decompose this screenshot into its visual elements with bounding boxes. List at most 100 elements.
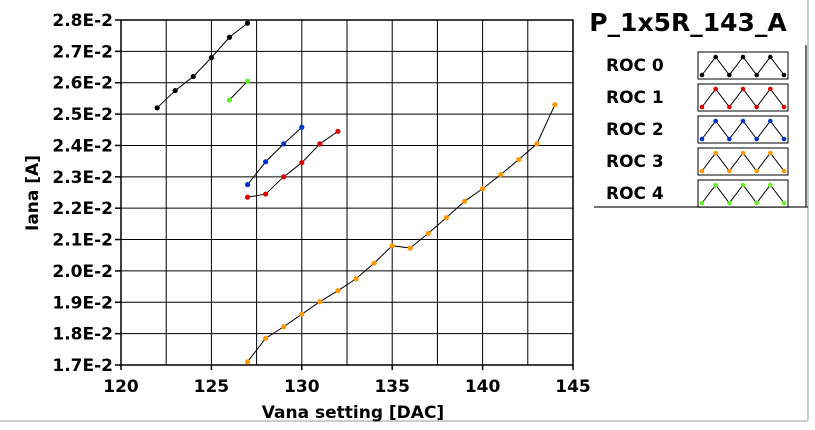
data-point bbox=[552, 102, 558, 108]
data-point bbox=[244, 20, 251, 26]
legend-swatch-marker bbox=[713, 182, 718, 188]
legend-swatch-marker bbox=[699, 200, 705, 206]
legend-swatch-marker bbox=[781, 200, 787, 206]
legend-swatch-marker bbox=[713, 54, 718, 60]
chart-title: P_1x5R_143_A bbox=[589, 8, 787, 37]
grid bbox=[120, 19, 574, 366]
x-tick-label: 120 bbox=[103, 377, 139, 397]
data-point bbox=[371, 260, 377, 266]
legend-swatch-marker bbox=[781, 136, 787, 142]
legend-swatch-marker bbox=[727, 104, 732, 110]
series-3 bbox=[244, 102, 558, 365]
legend-swatch-marker bbox=[727, 200, 732, 206]
series-4 bbox=[226, 78, 251, 103]
y-tick-label: 2.8E-2 bbox=[52, 11, 113, 31]
data-point bbox=[443, 214, 450, 221]
data-point bbox=[281, 324, 287, 330]
legend-label: ROC 2 bbox=[606, 120, 664, 140]
x-tick-label: 130 bbox=[284, 377, 320, 397]
legend-swatch-marker bbox=[699, 104, 705, 110]
data-point bbox=[244, 182, 251, 188]
data-point bbox=[299, 311, 305, 317]
x-tick-label: 140 bbox=[465, 377, 501, 397]
legend-swatch-marker bbox=[713, 150, 718, 156]
data-point bbox=[263, 191, 269, 197]
data-point bbox=[498, 172, 504, 178]
data-point bbox=[208, 55, 214, 61]
legend-swatch-marker bbox=[699, 72, 705, 78]
legend-swatch-marker bbox=[727, 168, 732, 174]
data-point bbox=[244, 194, 251, 200]
x-axis-label: Vana setting [DAC] bbox=[262, 403, 444, 423]
series-line bbox=[247, 126, 303, 185]
legend-swatch-marker bbox=[768, 150, 773, 156]
y-tick-label: 1.8E-2 bbox=[52, 325, 113, 345]
legend-swatch-marker bbox=[727, 72, 732, 78]
data-point bbox=[407, 245, 413, 251]
data-point bbox=[281, 141, 287, 147]
legend-swatch-marker bbox=[768, 182, 773, 188]
series-1 bbox=[244, 128, 341, 200]
series-2 bbox=[244, 124, 305, 188]
legend-swatch-marker bbox=[713, 86, 718, 92]
data-point bbox=[190, 73, 196, 80]
y-tick-label: 1.7E-2 bbox=[52, 356, 113, 376]
legend-label: ROC 1 bbox=[606, 88, 664, 108]
data-point bbox=[244, 78, 251, 84]
legend: ROC 0 ROC 1 ROC 2 ROC 3 ROC 4 bbox=[594, 45, 808, 208]
series-line bbox=[156, 22, 248, 109]
legend-swatch-marker bbox=[699, 168, 705, 174]
y-tick-label: 2.7E-2 bbox=[52, 42, 113, 62]
legend-swatch-marker bbox=[781, 72, 787, 78]
series-line bbox=[247, 130, 339, 198]
legend-swatch-marker bbox=[740, 118, 746, 124]
legend-swatch-marker bbox=[754, 72, 759, 78]
legend-swatch-marker bbox=[740, 54, 746, 60]
data-point bbox=[335, 128, 341, 134]
data-point bbox=[226, 97, 233, 103]
data-point bbox=[244, 359, 251, 365]
x-tick-label: 135 bbox=[374, 377, 410, 397]
plot-frame bbox=[120, 19, 574, 366]
legend-swatch-marker bbox=[754, 200, 759, 206]
legend-swatch-marker bbox=[768, 54, 773, 60]
y-tick-label: 2.6E-2 bbox=[52, 74, 113, 94]
x-tick-label: 125 bbox=[194, 377, 230, 397]
legend-swatch-marker bbox=[740, 150, 746, 156]
x-tick-label: 145 bbox=[555, 377, 591, 397]
x-axis-ticks: 120 125 130 135 140 145 bbox=[103, 365, 591, 397]
data-point bbox=[299, 124, 305, 130]
legend-swatch-marker bbox=[754, 136, 759, 142]
data-point bbox=[317, 141, 323, 147]
legend-swatch-marker bbox=[727, 136, 732, 142]
legend-swatch-marker bbox=[740, 182, 746, 188]
legend-label: ROC 3 bbox=[606, 152, 664, 172]
legend-swatch-marker bbox=[768, 86, 773, 92]
legend-swatch-marker bbox=[754, 168, 759, 174]
legend-swatch-marker bbox=[740, 86, 746, 92]
data-point bbox=[461, 198, 468, 204]
series-line bbox=[247, 104, 556, 363]
data-point bbox=[281, 174, 287, 180]
data-point bbox=[516, 156, 522, 163]
data-point bbox=[299, 160, 305, 166]
y-tick-label: 2.0E-2 bbox=[52, 262, 113, 282]
legend-swatch-marker bbox=[699, 136, 705, 142]
data-point bbox=[534, 141, 540, 147]
data-point bbox=[425, 230, 431, 236]
y-tick-label: 2.1E-2 bbox=[52, 231, 113, 251]
legend-label: ROC 0 bbox=[606, 56, 664, 76]
y-tick-label: 2.3E-2 bbox=[52, 168, 113, 188]
y-axis-ticks: 1.7E-2 1.8E-2 1.9E-2 2.0E-2 2.1E-2 2.2E-2 2.3E… bbox=[52, 11, 121, 376]
y-tick-label: 1.9E-2 bbox=[52, 293, 113, 313]
series-line bbox=[229, 80, 248, 101]
data-point bbox=[389, 243, 395, 249]
legend-swatch-marker bbox=[781, 104, 787, 110]
legend-swatch-marker bbox=[713, 118, 718, 124]
legend-swatch-marker bbox=[768, 118, 773, 124]
y-axis-label: Iana [A] bbox=[23, 155, 43, 231]
y-tick-label: 2.5E-2 bbox=[52, 105, 113, 125]
data-point bbox=[154, 105, 160, 111]
y-tick-label: 2.2E-2 bbox=[52, 199, 113, 219]
